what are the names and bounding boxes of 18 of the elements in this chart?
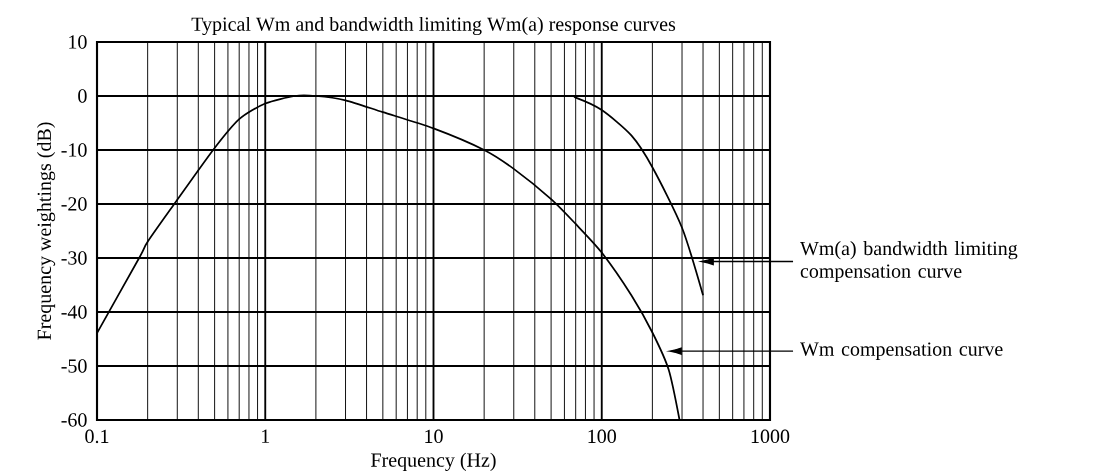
x-tick-label: 10 (425, 429, 443, 444)
chart-title: Typical Wm and bandwidth limiting Wm(a) response curves (191, 16, 676, 36)
x-tick-label: 0.1 (85, 429, 109, 444)
y-tick-label: 10 (69, 35, 87, 49)
y-tick-label: -30 (61, 251, 87, 265)
x-tick-label: 100 (588, 429, 616, 444)
x-axis-title: Frequency (Hz) (371, 452, 496, 471)
y-tick-label: -50 (61, 359, 87, 373)
x-tick-label: 1 (262, 429, 270, 443)
legend-label: Wm(a) bandwidth limiting compensation curve (800, 241, 1018, 282)
text: Wm compensation curve (800, 342, 1003, 360)
y-tick-label: -40 (61, 305, 87, 319)
y-tick-label: -60 (61, 413, 87, 427)
x-tick-label: 1000 (751, 429, 790, 444)
y-tick-label: -20 (61, 197, 87, 211)
y-tick-label: -10 (61, 143, 87, 157)
y-tick-label: 0 (78, 89, 87, 103)
y-axis-title: Frequency weightings (dB) (36, 122, 56, 340)
